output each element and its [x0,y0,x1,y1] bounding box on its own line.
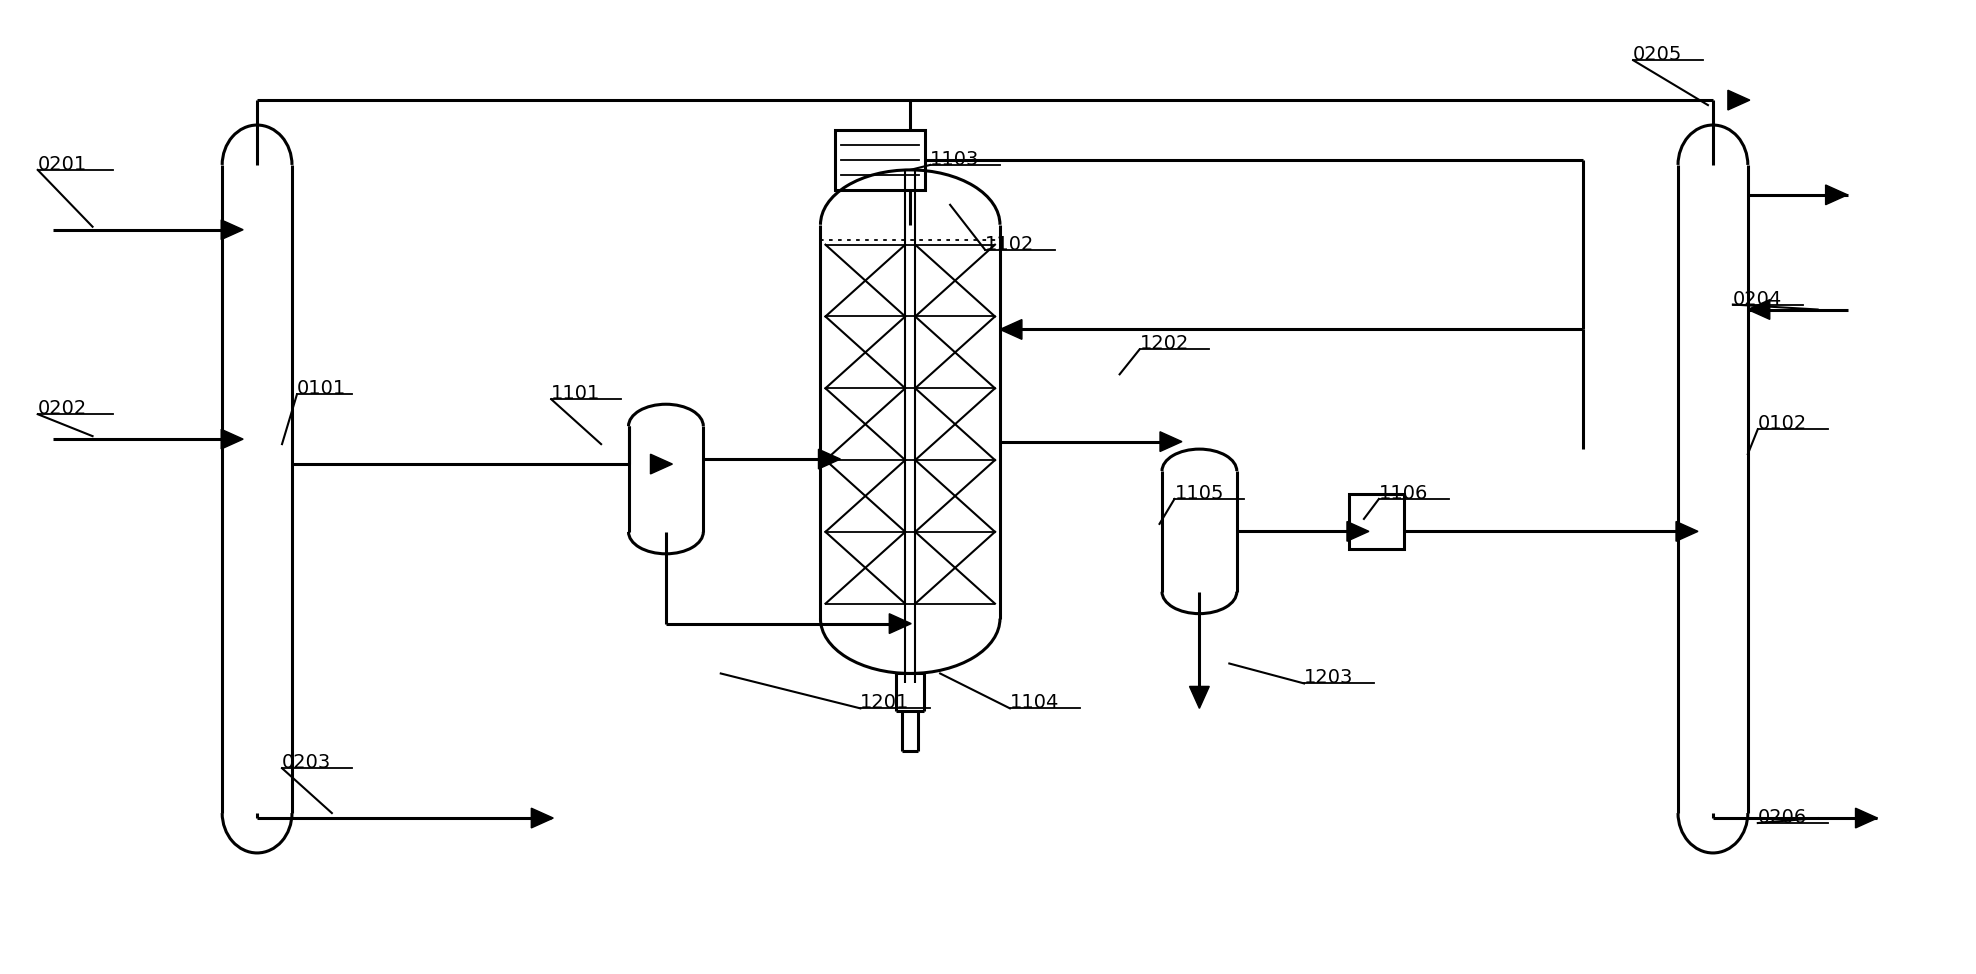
Text: 1104: 1104 [1010,693,1059,712]
Text: 0202: 0202 [38,399,87,418]
Text: 1106: 1106 [1379,484,1429,503]
Text: 0204: 0204 [1733,289,1782,309]
Polygon shape [1348,521,1369,542]
Polygon shape [1826,185,1848,205]
Text: 0201: 0201 [38,155,87,174]
Text: 1201: 1201 [860,693,909,712]
Text: 0203: 0203 [283,753,332,772]
Polygon shape [1000,319,1022,339]
Bar [1350,494,1403,548]
Polygon shape [1190,687,1209,708]
Polygon shape [889,614,911,633]
Text: 0101: 0101 [296,379,346,398]
Polygon shape [1727,91,1751,110]
Polygon shape [818,449,840,468]
Polygon shape [1160,431,1182,452]
Text: 1101: 1101 [551,385,601,403]
Text: 1103: 1103 [931,150,980,169]
Bar [836,130,925,190]
Polygon shape [1855,808,1877,828]
Polygon shape [221,430,243,449]
Text: 0205: 0205 [1632,45,1682,64]
Text: 0206: 0206 [1759,808,1806,827]
Polygon shape [1676,521,1697,542]
Polygon shape [532,808,553,828]
Polygon shape [1749,300,1770,319]
Polygon shape [650,454,672,474]
Text: 1102: 1102 [984,235,1033,253]
Text: 0102: 0102 [1759,414,1806,433]
Text: 1203: 1203 [1304,668,1354,688]
Polygon shape [221,220,243,240]
Text: 1202: 1202 [1140,334,1190,354]
Text: 1105: 1105 [1174,484,1223,503]
